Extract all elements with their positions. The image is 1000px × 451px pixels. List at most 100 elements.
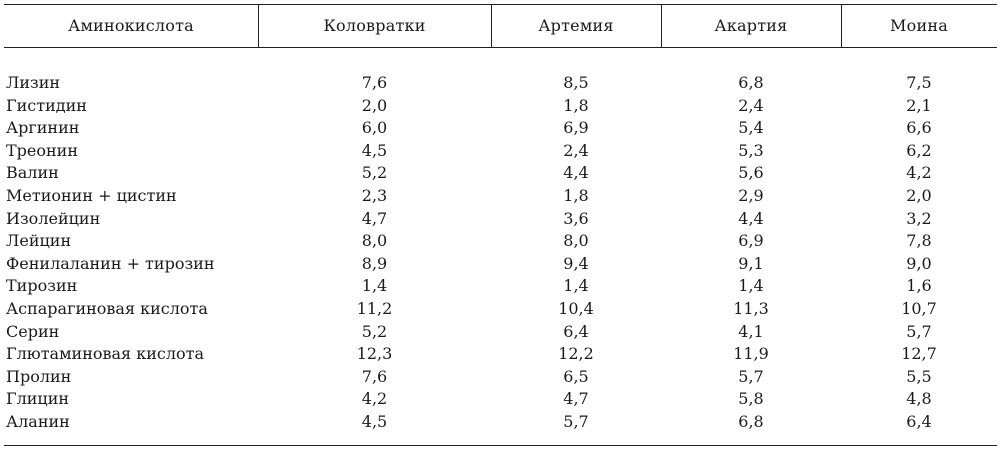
table-row: Серин 5,2 6,4 4,1 5,7 <box>4 321 997 344</box>
artemia-value: 6,5 <box>563 366 589 386</box>
rotifers-value: 8,0 <box>361 231 388 251</box>
table-row: Тирозин 1,4 1,4 1,4 1,6 <box>4 275 997 298</box>
table-row: Метионин + цистин 2,3 1,8 2,9 2,0 <box>4 185 997 208</box>
table-row: Гистидин 2,0 1,8 2,4 2,1 <box>4 95 997 118</box>
table-row: Глютаминовая кислота 12,3 12,2 11,9 12,7 <box>4 343 997 366</box>
rotifers-value: 11,2 <box>356 298 393 318</box>
acartia-value: 5,6 <box>738 163 764 183</box>
acartia-value: 5,4 <box>738 118 764 138</box>
rotifers-value: 7,6 <box>361 73 388 92</box>
artemia-value: 2,4 <box>563 140 589 160</box>
rotifers-value: 4,7 <box>361 208 388 228</box>
rotifers-value: 1,4 <box>361 276 388 296</box>
moina-value: 9,0 <box>906 253 932 273</box>
acartia-value: 5,8 <box>738 389 764 409</box>
rotifers-value: 7,6 <box>361 366 388 386</box>
table-row: Треонин 4,5 2,4 5,3 6,2 <box>4 140 997 163</box>
table-header-row: Аминокислота Коловратки Артемия Акартия … <box>4 4 997 47</box>
acartia-value: 4,1 <box>738 321 764 341</box>
rotifers-value: 12,3 <box>356 344 393 364</box>
artemia-value: 12,2 <box>558 344 594 364</box>
rotifers-value: 5,2 <box>361 321 388 341</box>
moina-value: 2,1 <box>906 95 932 115</box>
moina-value: 4,2 <box>906 163 932 183</box>
acartia-value: 9,1 <box>738 253 764 273</box>
artemia-value: 10,4 <box>558 298 594 318</box>
artemia-value: 8,0 <box>563 231 589 251</box>
header-acartia: Акартия <box>714 16 788 35</box>
acartia-value: 5,3 <box>738 140 764 160</box>
moina-value: 10,7 <box>901 298 937 318</box>
moina-value: 7,5 <box>906 73 932 92</box>
artemia-value: 5,7 <box>563 411 589 431</box>
header-moina: Моина <box>890 16 948 35</box>
table-row: Глицин 4,2 4,7 5,8 4,8 <box>4 388 997 411</box>
amino-acid-name: Лизин <box>6 73 61 92</box>
amino-acid-name: Аланин <box>6 411 70 431</box>
artemia-value: 1,4 <box>563 276 589 296</box>
acartia-value: 2,4 <box>738 95 764 115</box>
table-row: Аланин 4,5 5,7 6,8 6,4 <box>4 411 997 434</box>
amino-acid-name: Серин <box>6 321 60 341</box>
rotifers-value: 2,3 <box>361 185 388 205</box>
moina-value: 2,0 <box>906 185 932 205</box>
moina-value: 1,6 <box>906 276 932 296</box>
table-row: Лейцин 8,0 8,0 6,9 7,8 <box>4 230 997 253</box>
table-row: Пролин 7,6 6,5 5,7 5,5 <box>4 366 997 389</box>
acartia-value: 6,9 <box>738 231 764 251</box>
amino-acid-name: Лейцин <box>6 231 72 251</box>
amino-acid-name: Валин <box>6 163 59 183</box>
moina-value: 6,4 <box>906 411 932 431</box>
acartia-value: 1,4 <box>738 276 764 296</box>
header-bottom-rule <box>4 47 997 48</box>
artemia-value: 1,8 <box>563 185 589 205</box>
amino-acid-name: Гистидин <box>6 95 87 115</box>
column-divider <box>661 4 662 47</box>
header-amino-acid: Аминокислота <box>68 16 194 35</box>
amino-acid-name: Пролин <box>6 366 72 386</box>
table-row: Изолейцин 4,7 3,6 4,4 3,2 <box>4 208 997 231</box>
artemia-value: 4,7 <box>563 389 589 409</box>
moina-value: 6,2 <box>906 140 932 160</box>
rotifers-value: 6,0 <box>361 118 388 138</box>
table-bottom-rule <box>4 445 997 446</box>
header-rotifers: Коловратки <box>323 16 426 35</box>
table-row: Аспарагиновая кислота 11,2 10,4 11,3 10,7 <box>4 298 997 321</box>
moina-value: 6,6 <box>906 118 932 138</box>
table-top-rule <box>4 4 997 5</box>
acartia-value: 4,4 <box>738 208 764 228</box>
acartia-value: 2,9 <box>738 185 764 205</box>
amino-acid-name: Изолейцин <box>6 208 101 228</box>
rotifers-value: 4,5 <box>361 140 388 160</box>
moina-value: 3,2 <box>906 208 932 228</box>
moina-value: 4,8 <box>906 389 932 409</box>
artemia-value: 3,6 <box>563 208 589 228</box>
amino-acid-table: Аминокислота Коловратки Артемия Акартия … <box>4 4 997 446</box>
rotifers-value: 4,5 <box>361 411 388 431</box>
moina-value: 5,7 <box>906 321 932 341</box>
artemia-value: 8,5 <box>563 73 589 92</box>
table-row: Валин 5,2 4,4 5,6 4,2 <box>4 162 997 185</box>
table-row: Лизин 7,6 8,5 6,8 7,5 <box>4 72 997 95</box>
amino-acid-name: Тирозин <box>6 276 78 296</box>
amino-acid-name: Глютаминовая кислота <box>6 344 205 364</box>
amino-acid-name: Аргинин <box>6 118 80 138</box>
artemia-value: 1,8 <box>563 95 589 115</box>
acartia-value: 6,8 <box>738 411 764 431</box>
artemia-value: 9,4 <box>563 253 589 273</box>
rotifers-value: 2,0 <box>361 95 388 115</box>
acartia-value: 11,9 <box>733 344 769 364</box>
column-divider <box>258 4 259 47</box>
artemia-value: 6,4 <box>563 321 589 341</box>
table-row: Аргинин 6,0 6,9 5,4 6,6 <box>4 117 997 140</box>
amino-acid-name: Глицин <box>6 389 70 409</box>
moina-value: 7,8 <box>906 231 932 251</box>
amino-acid-name: Треонин <box>6 140 79 160</box>
artemia-value: 6,9 <box>563 118 589 138</box>
header-artemia: Артемия <box>538 16 614 35</box>
amino-acid-name: Фенилаланин + тирозин <box>6 253 215 273</box>
amino-acid-name: Аспарагиновая кислота <box>6 298 208 318</box>
acartia-value: 5,7 <box>738 366 764 386</box>
moina-value: 5,5 <box>906 366 932 386</box>
column-divider <box>491 4 492 47</box>
